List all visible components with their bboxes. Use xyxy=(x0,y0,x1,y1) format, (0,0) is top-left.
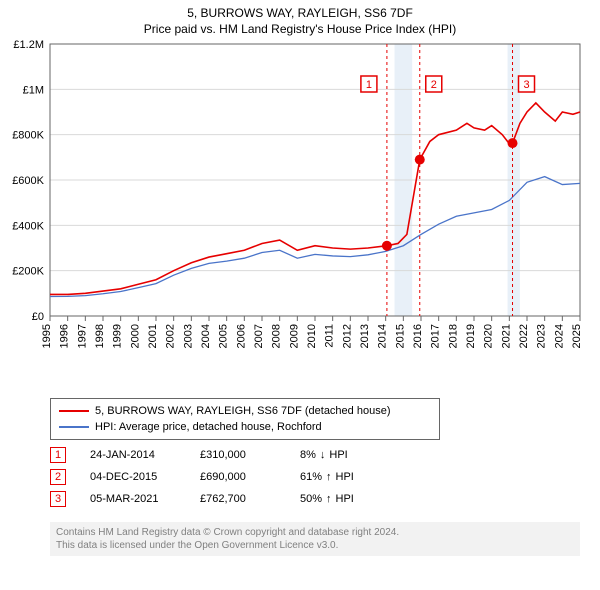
sale-price: £762,700 xyxy=(200,493,300,505)
svg-text:3: 3 xyxy=(523,79,529,91)
svg-text:2009: 2009 xyxy=(288,324,300,348)
legend-item: HPI: Average price, detached house, Roch… xyxy=(59,419,431,435)
svg-text:1996: 1996 xyxy=(59,324,71,348)
svg-text:2011: 2011 xyxy=(324,324,336,348)
legend-swatch xyxy=(59,410,89,412)
svg-text:2012: 2012 xyxy=(341,324,353,348)
sales-table: 1 24-JAN-2014£310,0008%↓HPI 2 04-DEC-2015£6… xyxy=(50,444,400,510)
svg-text:£1.2M: £1.2M xyxy=(13,39,44,51)
sale-row: 3 05-MAR-2021£762,70050%↑HPI xyxy=(50,488,400,510)
svg-text:£200K: £200K xyxy=(12,266,44,278)
sale-marker-box: 2 xyxy=(50,469,66,485)
footer-line1: Contains HM Land Registry data © Crown c… xyxy=(56,526,574,539)
sale-date: 24-JAN-2014 xyxy=(90,449,200,461)
svg-text:2004: 2004 xyxy=(200,324,212,348)
sale-diff: 50%↑HPI xyxy=(300,493,400,505)
svg-text:2: 2 xyxy=(431,79,437,91)
svg-text:£400K: £400K xyxy=(12,220,44,232)
svg-text:1998: 1998 xyxy=(94,324,106,348)
footer-line2: This data is licensed under the Open Gov… xyxy=(56,539,574,552)
svg-text:£0: £0 xyxy=(32,311,44,323)
svg-text:2003: 2003 xyxy=(182,324,194,348)
legend-label: HPI: Average price, detached house, Roch… xyxy=(95,421,322,433)
svg-text:2000: 2000 xyxy=(129,324,141,348)
sale-marker-box: 1 xyxy=(50,447,66,463)
svg-text:2018: 2018 xyxy=(447,324,459,348)
sale-row: 2 04-DEC-2015£690,00061%↑HPI xyxy=(50,466,400,488)
sale-date: 05-MAR-2021 xyxy=(90,493,200,505)
sale-diff: 61%↑HPI xyxy=(300,471,400,483)
sale-date: 04-DEC-2015 xyxy=(90,471,200,483)
svg-text:2020: 2020 xyxy=(483,324,495,348)
svg-text:2021: 2021 xyxy=(500,324,512,348)
svg-text:2017: 2017 xyxy=(430,324,442,348)
price-chart: £0 £200K £400K £600K £800K £1M £1.2M 1995 1996 19… xyxy=(0,0,600,360)
legend-label: 5, BURROWS WAY, RAYLEIGH, SS6 7DF (detac… xyxy=(95,405,390,417)
sale-marker-box: 3 xyxy=(50,491,66,507)
svg-text:1995: 1995 xyxy=(41,324,53,348)
sale-row: 1 24-JAN-2014£310,0008%↓HPI xyxy=(50,444,400,466)
svg-text:2014: 2014 xyxy=(377,324,389,348)
svg-text:1999: 1999 xyxy=(112,324,124,348)
legend-item: 5, BURROWS WAY, RAYLEIGH, SS6 7DF (detac… xyxy=(59,403,431,419)
sale-price: £690,000 xyxy=(200,471,300,483)
svg-text:2024: 2024 xyxy=(553,324,565,348)
svg-text:2008: 2008 xyxy=(271,324,283,348)
sale-diff: 8%↓HPI xyxy=(300,449,400,461)
sale-price: £310,000 xyxy=(200,449,300,461)
svg-text:1997: 1997 xyxy=(76,324,88,348)
svg-text:2001: 2001 xyxy=(147,324,159,348)
svg-text:2007: 2007 xyxy=(253,324,265,348)
svg-text:£600K: £600K xyxy=(12,175,44,187)
footer-attribution: Contains HM Land Registry data © Crown c… xyxy=(50,522,580,556)
svg-text:2016: 2016 xyxy=(412,324,424,348)
svg-text:2006: 2006 xyxy=(235,324,247,348)
svg-text:2010: 2010 xyxy=(306,324,318,348)
legend: 5, BURROWS WAY, RAYLEIGH, SS6 7DF (detac… xyxy=(50,398,440,440)
svg-text:2013: 2013 xyxy=(359,324,371,348)
svg-text:2025: 2025 xyxy=(571,324,583,348)
svg-text:£800K: £800K xyxy=(12,130,44,142)
legend-swatch xyxy=(59,426,89,428)
svg-text:2023: 2023 xyxy=(536,324,548,348)
svg-text:2002: 2002 xyxy=(165,324,177,348)
svg-text:2022: 2022 xyxy=(518,324,530,348)
svg-text:£1M: £1M xyxy=(23,84,44,96)
svg-text:1: 1 xyxy=(366,79,372,91)
svg-text:2015: 2015 xyxy=(394,324,406,348)
chart-container: 5, BURROWS WAY, RAYLEIGH, SS6 7DF Price … xyxy=(0,0,600,590)
svg-text:2005: 2005 xyxy=(218,324,230,348)
svg-text:2019: 2019 xyxy=(465,324,477,348)
